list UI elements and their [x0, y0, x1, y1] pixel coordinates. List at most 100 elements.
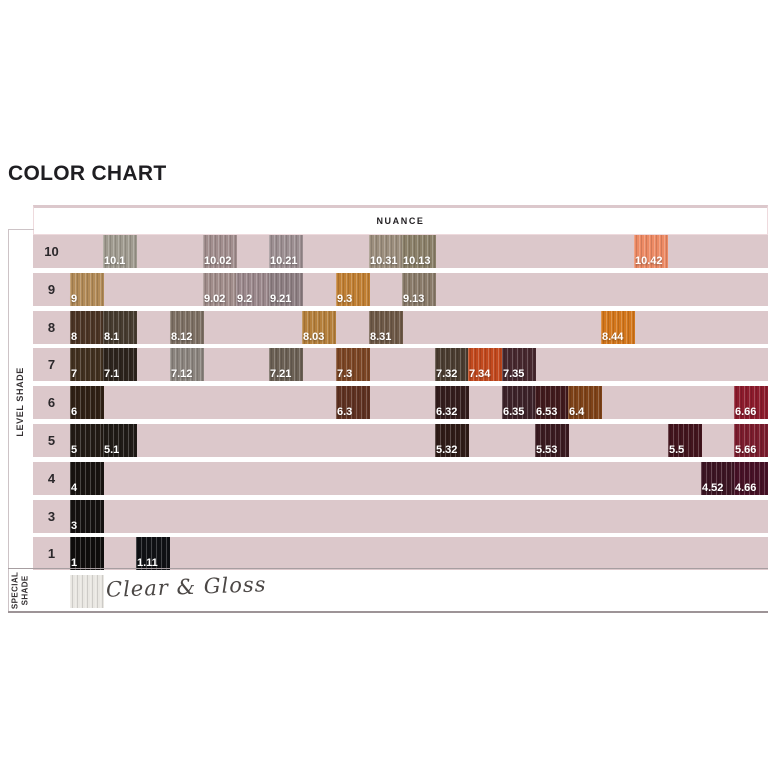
swatch-7.21: 7.21	[269, 348, 303, 381]
swatch-label: 10.21	[270, 255, 298, 267]
swatch-5.1: 5.1	[103, 424, 137, 457]
swatch-6.4: 6.4	[568, 386, 602, 419]
swatch-10.42: 10.42	[634, 235, 668, 268]
swatch-label: 9.02	[204, 293, 226, 305]
gutter-top-line	[8, 229, 34, 230]
swatch-label: 7	[71, 368, 78, 380]
swatch-label: 7.3	[337, 368, 353, 380]
swatch-label: 9	[71, 293, 78, 305]
swatch-7.35: 7.35	[502, 348, 536, 381]
swatch-8.12: 8.12	[170, 311, 204, 344]
swatch-label: 8.12	[171, 331, 193, 343]
swatch-9.02: 9.02	[203, 273, 237, 306]
swatch-label: 7.34	[469, 368, 491, 380]
swatch-label: 6	[71, 406, 78, 418]
swatch-6.3: 6.3	[336, 386, 370, 419]
row-number: 4	[47, 471, 56, 486]
swatch-label: 10.42	[635, 255, 663, 267]
swatch-8.1: 8.1	[103, 311, 137, 344]
level-row-10: 10 10.1 10.02 10.21 10.31 10.13 10.42	[33, 235, 768, 268]
swatch-label: 5	[71, 444, 78, 456]
swatch-label: 8	[71, 331, 78, 343]
nuance-header: NUANCE	[33, 205, 768, 235]
swatch-7.3: 7.3	[336, 348, 370, 381]
swatch-label: 7.1	[104, 368, 120, 380]
level-row-5: 5 5 5.1 5.32 5.53 5.5 5.66	[33, 424, 768, 457]
swatch-4: 4	[70, 462, 104, 495]
swatch-6.35: 6.35	[502, 386, 536, 419]
swatch-5: 5	[70, 424, 104, 457]
swatch-7.12: 7.12	[170, 348, 204, 381]
swatch-10.02: 10.02	[203, 235, 237, 268]
level-row-4: 4 4 4.52 4.66	[33, 462, 768, 495]
swatch-label: 1.11	[137, 557, 158, 569]
swatch-4.66: 4.66	[734, 462, 768, 495]
swatch-6.66: 6.66	[734, 386, 768, 419]
swatch-10.13: 10.13	[402, 235, 436, 268]
swatch-7.32: 7.32	[435, 348, 469, 381]
swatch-3: 3	[70, 500, 104, 533]
swatch-6: 6	[70, 386, 104, 419]
swatch-10.21: 10.21	[269, 235, 303, 268]
level-row-7: 7 7 7.1 7.12 7.21 7.3 7.32 7.34 7.35	[33, 348, 768, 381]
swatch-8.44: 8.44	[601, 311, 635, 344]
swatch-7.1: 7.1	[103, 348, 137, 381]
swatch-label: 8.03	[303, 331, 325, 343]
level-shade-gutter: LEVEL SHADE	[8, 235, 33, 568]
level-row-8: 8 8 8.1 8.12 8.03 8.31 8.44	[33, 311, 768, 344]
swatch-label: 7.35	[503, 368, 525, 380]
swatch-6.32: 6.32	[435, 386, 469, 419]
swatch-label: 7.12	[171, 368, 193, 380]
row-number: 8	[47, 320, 56, 335]
swatch-label: 7.32	[436, 368, 458, 380]
bottom-border-line	[8, 611, 768, 613]
swatch-8.31: 8.31	[369, 311, 403, 344]
gutter-left-line	[8, 229, 9, 612]
swatch-label: 4.66	[735, 482, 757, 494]
swatch-9.3: 9.3	[336, 273, 370, 306]
level-shade-label: LEVEL SHADE	[14, 366, 25, 437]
swatch-9.2: 9.2	[236, 273, 270, 306]
special-shade-gutter: SPECIAL SHADE	[8, 570, 33, 610]
clear-gloss-note: Clear & Gloss	[105, 572, 267, 602]
swatch-label: 10.13	[403, 255, 431, 267]
row-number: 3	[47, 509, 56, 524]
row-number: 9	[47, 282, 56, 297]
swatch-label: 9.21	[270, 293, 292, 305]
swatch-label: 6.3	[337, 406, 353, 418]
swatch-6.53: 6.53	[535, 386, 569, 419]
swatch-label: 6.66	[735, 406, 757, 418]
swatch-label: 5.1	[104, 444, 120, 456]
swatch-label: 8.1	[104, 331, 120, 343]
swatch-9: 9	[70, 273, 104, 306]
level-row-1: 1 1 1.11	[33, 537, 768, 570]
swatch-label: 10.02	[204, 255, 232, 267]
swatch-label: 4	[71, 482, 78, 494]
swatch-label: 4.52	[702, 482, 724, 494]
swatch-1.11: 1.11	[136, 537, 170, 570]
swatch-label: 6.53	[536, 406, 558, 418]
swatch-label: 8.44	[602, 331, 624, 343]
swatch-label: 5.66	[735, 444, 757, 456]
swatch-label: 9.3	[337, 293, 353, 305]
swatch-label: 6.4	[569, 406, 585, 418]
nuance-label: NUANCE	[376, 216, 425, 226]
swatch-7: 7	[70, 348, 104, 381]
swatch-9.21: 9.21	[269, 273, 303, 306]
swatch-5.32: 5.32	[435, 424, 469, 457]
swatch-label: 7.21	[270, 368, 292, 380]
special-separator-line	[8, 568, 768, 569]
swatch-10.1: 10.1	[103, 235, 137, 268]
swatch-label: 6.35	[503, 406, 525, 418]
swatch-8: 8	[70, 311, 104, 344]
swatch-label: 5.5	[669, 444, 685, 456]
swatch-label: 5.32	[436, 444, 458, 456]
swatch-label: 10.31	[370, 255, 398, 267]
row-number: 6	[47, 395, 56, 410]
page-title: COLOR CHART	[8, 162, 167, 185]
swatch-8.03: 8.03	[302, 311, 336, 344]
row-number: 7	[47, 357, 56, 372]
level-row-9: 9 9 9.02 9.2 9.21 9.3 9.13	[33, 273, 768, 306]
special-shade-label: SPECIAL SHADE	[10, 571, 30, 609]
